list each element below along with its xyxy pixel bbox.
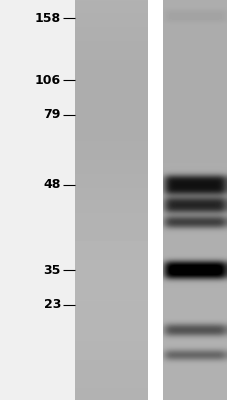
Text: 35: 35 xyxy=(43,264,61,276)
Text: 158: 158 xyxy=(35,12,61,24)
Text: 79: 79 xyxy=(43,108,61,122)
Text: 106: 106 xyxy=(35,74,61,86)
Text: 23: 23 xyxy=(43,298,61,312)
Text: 48: 48 xyxy=(43,178,61,192)
